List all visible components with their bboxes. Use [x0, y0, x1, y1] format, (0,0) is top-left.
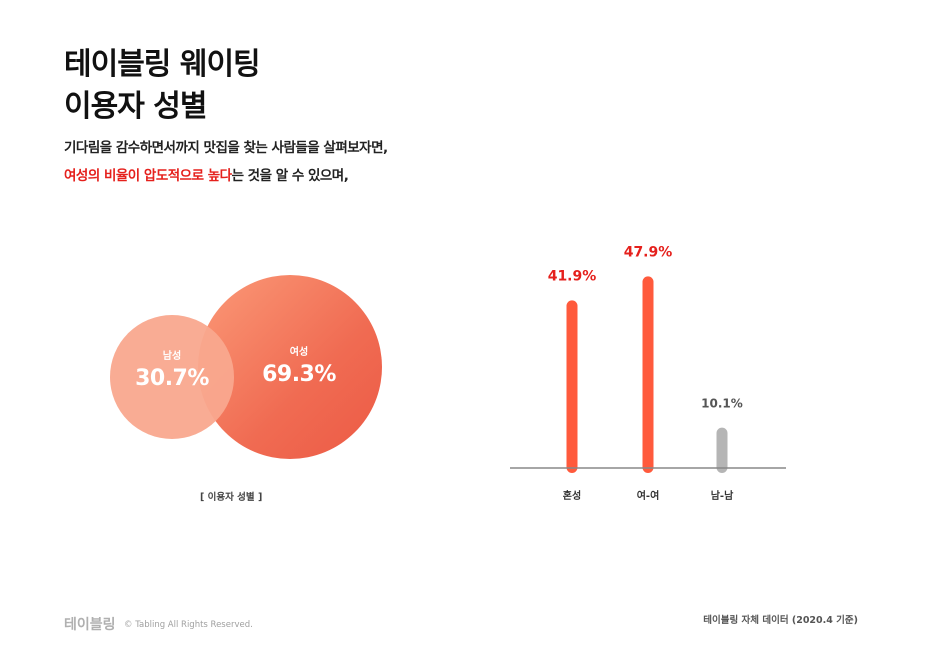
- venn-caption: [ 이용자 성별 ]: [200, 492, 263, 503]
- female-percent: 69.3%: [262, 362, 336, 387]
- bar-value-label-2: 10.1%: [701, 397, 743, 411]
- male-circle: [110, 315, 234, 439]
- footer-copyright: © Tabling All Rights Reserved.: [124, 620, 253, 630]
- page-title: 테이블링 웨이팅 이용자 성별: [64, 44, 261, 128]
- footer-logo: 테이블링: [64, 617, 116, 633]
- description-highlight: 여성의 비율이 압도적으로 높다: [64, 168, 232, 184]
- male-percent: 30.7%: [135, 366, 209, 391]
- description-line-1: 기다림을 감수하면서까지 맛집을 찾는 사람들을 살펴보자면,: [64, 140, 388, 156]
- description-rest: 는 것을 알 수 있으며,: [231, 168, 349, 184]
- male-label: 남성 30.7%: [134, 347, 210, 391]
- bar-value-label-1: 47.9%: [624, 244, 673, 260]
- gender-venn-diagram: 남성 30.7% 여성 69.3%: [110, 275, 382, 465]
- description-line-2: 여성의 비율이 압도적으로 높다는 것을 알 수 있으며,: [64, 162, 388, 190]
- category-label-0: 혼성: [563, 489, 581, 502]
- category-label-1: 여-여: [637, 489, 660, 502]
- male-name: 남성: [162, 351, 182, 362]
- footer-source: 테이블링 자체 데이터 (2020.4 기준): [703, 615, 858, 626]
- female-name: 여성: [289, 347, 309, 358]
- bar-2: [716, 427, 728, 473]
- category-label-2: 남-남: [711, 489, 734, 502]
- description: 기다림을 감수하면서까지 맛집을 찾는 사람들을 살펴보자면, 여성의 비율이 …: [64, 134, 388, 190]
- bar-1: [642, 276, 654, 473]
- bar-0: [566, 300, 578, 473]
- title-line-2: 이용자 성별: [64, 89, 207, 124]
- title-line-1: 테이블링 웨이팅: [64, 47, 261, 82]
- bar-value-label-0: 41.9%: [548, 268, 597, 284]
- female-label: 여성 69.3%: [254, 343, 344, 387]
- group-type-bar-chart: 41.9% 혼성 47.9% 여-여 10.1% 남-남: [510, 244, 786, 502]
